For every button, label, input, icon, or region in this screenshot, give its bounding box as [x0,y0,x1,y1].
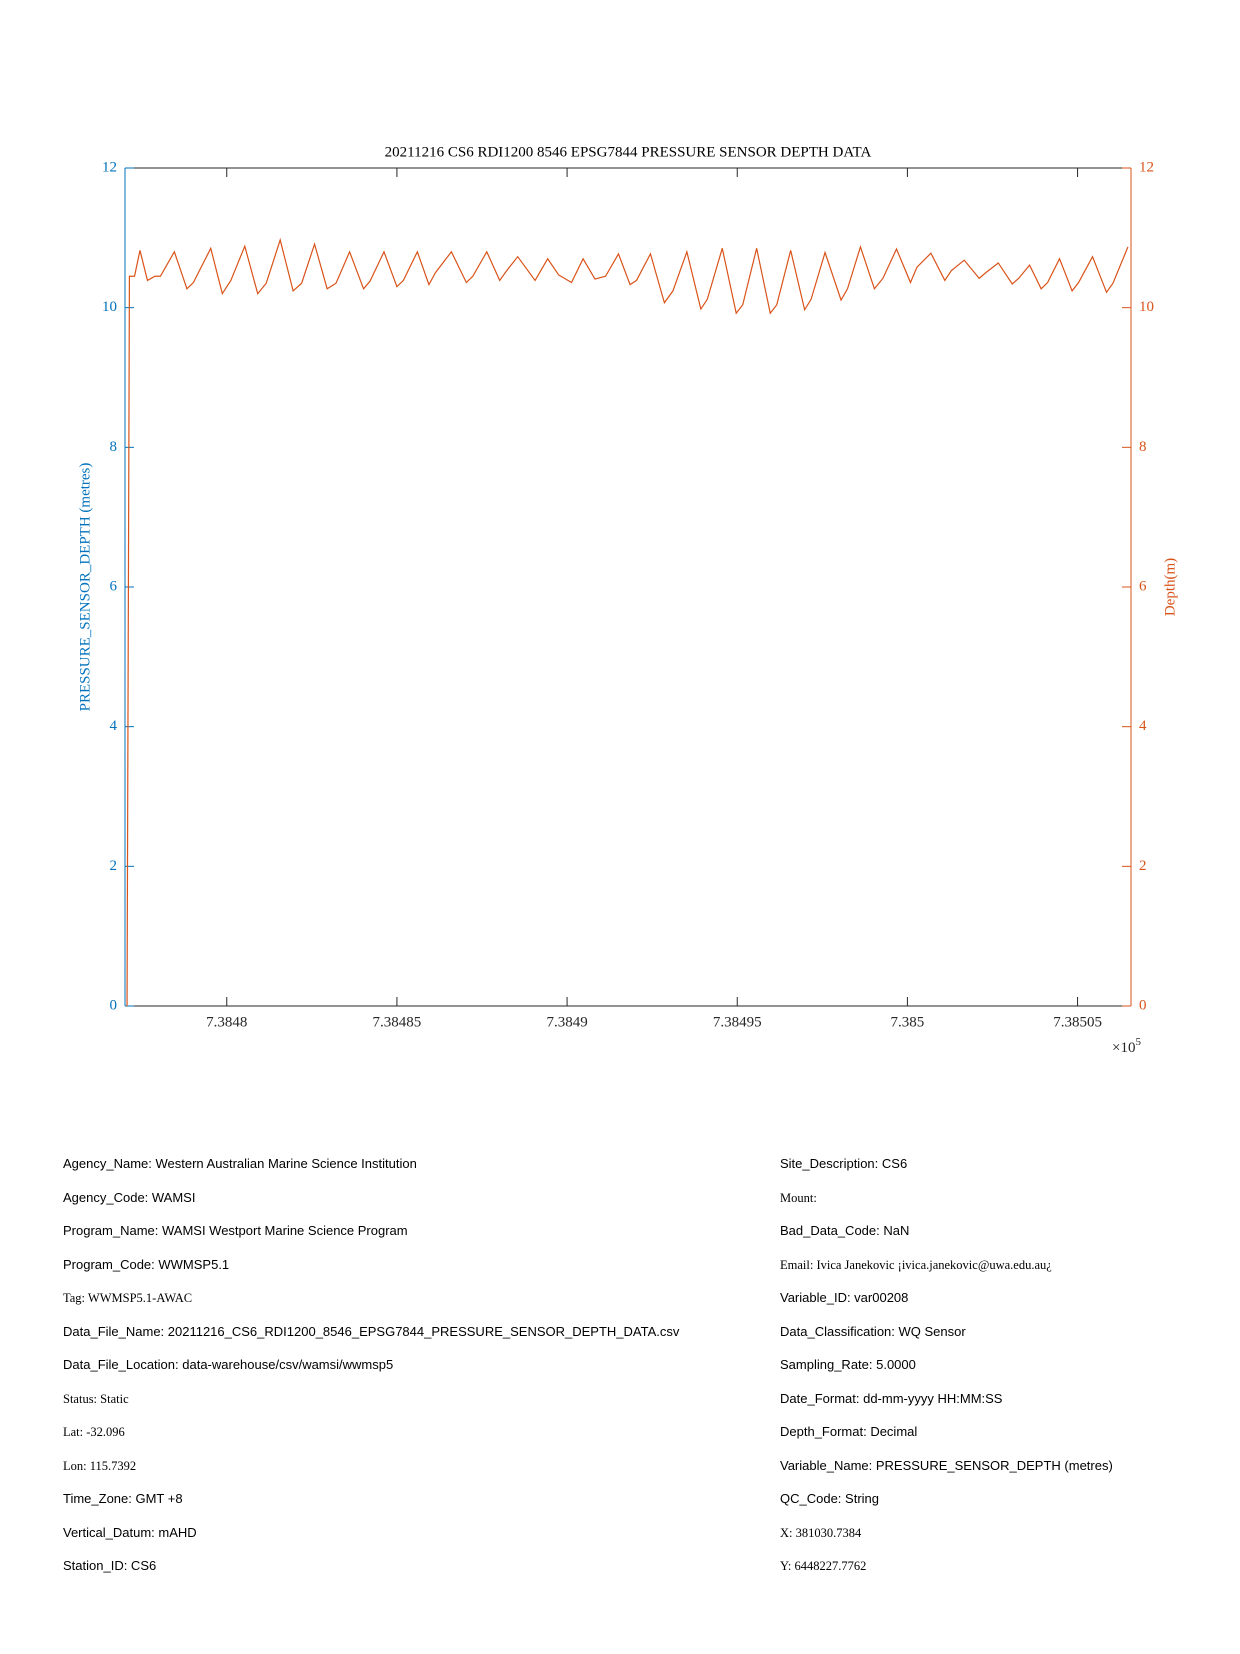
metadata-field: Email: Ivica Janekovic ¡ivica.janekovic@… [780,1257,1052,1272]
metadata-field: Status: Static [63,1391,129,1406]
metadata-field: Data_Classification: WQ Sensor [780,1323,966,1339]
metadata-field: Lat: -32.096 [63,1425,125,1439]
metadata-field: Time_Zone: GMT +8 [63,1491,183,1506]
y2-tick-label: 6 [1139,578,1147,594]
y-tick-label: 0 [110,997,118,1013]
metadata-field: Tag: WWMSP5.1-AWAC [63,1291,193,1305]
y2-tick-label: 10 [1139,299,1154,315]
y-axis-label: PRESSURE_SENSOR_DEPTH (metres) [77,463,93,712]
metadata-field: Vertical_Datum: mAHD [63,1524,197,1540]
x-tick-label: 7.3848 [206,1014,247,1030]
y2-tick-label: 8 [1139,439,1147,455]
metadata-field: Y: 6448227.7762 [780,1559,867,1573]
y-tick-label: 12 [102,159,117,175]
y2-tick-label: 2 [1139,858,1147,874]
metadata-field: Depth_Format: Decimal [780,1424,918,1439]
y-tick-label: 6 [110,578,118,594]
x-tick-label: 7.38485 [373,1014,422,1030]
x-multiplier: ×105 [1112,1036,1141,1057]
x-tick-label: 7.385 [891,1014,925,1030]
y-tick-label: 10 [102,299,117,315]
metadata-field: Agency_Code: WAMSI [63,1189,196,1205]
metadata-field: Program_Code: WWMSP5.1 [63,1256,230,1272]
y2-tick-label: 12 [1139,159,1154,175]
metadata-field: QC_Code: String [780,1491,879,1506]
data-line [126,237,1129,1007]
metadata-field: Program_Name: WAMSI Westport Marine Scie… [63,1223,408,1238]
x-multiplier-exponent: 5 [1136,1036,1142,1048]
metadata-field: X: 381030.7384 [780,1525,862,1540]
metadata-field: Bad_Data_Code: NaN [780,1223,910,1238]
metadata-field: Lon: 115.7392 [63,1458,137,1473]
metadata-field: Station_ID: CS6 [63,1558,157,1573]
y2-tick-label: 4 [1139,718,1147,734]
metadata-right: Site_Description: CS6 Mount: Bad_Data_Code… [780,1152,1113,1588]
x-tick-label: 7.38495 [713,1014,762,1030]
metadata-field: Mount: [780,1190,817,1205]
metadata-left: Agency_Name: Western Australian Marine S… [63,1152,679,1588]
metadata-field: Site_Description: CS6 [780,1156,908,1171]
chart-title: 20211216 CS6 RDI1200 8546 EPSG7844 PRESS… [385,144,872,160]
y-tick-label: 4 [110,718,118,734]
metadata-field: Data_File_Location: data-warehouse/csv/w… [63,1357,394,1372]
chart: 20211216 CS6 RDI1200 8546 EPSG7844 PRESS… [77,144,1178,1057]
y2-axis-label: Depth(m) [1162,558,1178,616]
metadata-field: Variable_ID: var00208 [780,1290,909,1305]
x-multiplier-base: ×10 [1112,1040,1135,1056]
x-tick-label: 7.3849 [546,1014,587,1030]
x-tick-label: 7.38505 [1053,1014,1102,1030]
y-tick-label: 2 [110,858,118,874]
metadata-field: Date_Format: dd-mm-yyyy HH:MM:SS [780,1390,1003,1406]
metadata-field: Variable_Name: PRESSURE_SENSOR_DEPTH (me… [780,1457,1113,1473]
y2-tick-label: 0 [1139,997,1147,1013]
metadata-field: Sampling_Rate: 5.0000 [780,1357,916,1372]
y-tick-label: 8 [110,439,118,455]
metadata-field: Agency_Name: Western Australian Marine S… [63,1156,417,1171]
metadata-field: Data_File_Name: 20211216_CS6_RDI1200_854… [63,1323,680,1339]
